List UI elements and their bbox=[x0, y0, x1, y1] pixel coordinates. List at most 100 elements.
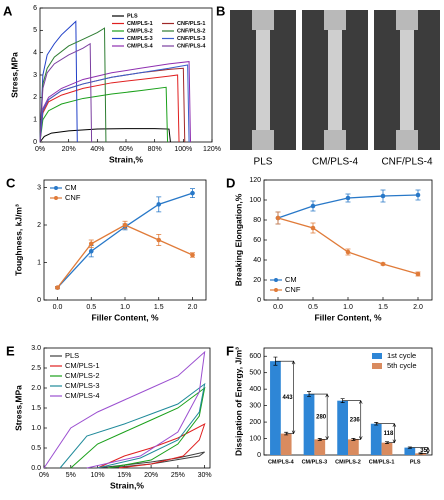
legend-label: CM/PLS-3 bbox=[65, 381, 100, 390]
marker bbox=[88, 248, 94, 254]
photo-label: PLS bbox=[254, 157, 273, 168]
x-axis-label: Filler Content, % bbox=[314, 312, 382, 322]
y-tick-label: 40 bbox=[253, 257, 261, 264]
legend-label: CM/PLS-3 bbox=[127, 36, 153, 42]
x-tick-label: 5% bbox=[66, 472, 76, 479]
legend-label: CNF bbox=[65, 193, 81, 202]
marker bbox=[415, 192, 421, 198]
legend-label: CM/PLS-4 bbox=[127, 43, 154, 49]
x-tick-label: CM/PLS-1 bbox=[369, 459, 395, 465]
x-axis-label: Filler Content, % bbox=[91, 312, 159, 322]
legend-marker bbox=[274, 288, 278, 292]
x-tick-label: 2.0 bbox=[188, 304, 198, 311]
marker bbox=[88, 241, 94, 247]
x-tick-label: 25% bbox=[171, 472, 185, 479]
marker bbox=[190, 190, 195, 196]
bar bbox=[303, 394, 315, 455]
specimen-grip bbox=[252, 10, 274, 30]
series-line bbox=[39, 27, 107, 143]
series-line bbox=[70, 386, 206, 469]
difference-label: 118 bbox=[384, 431, 394, 437]
difference-label: 443 bbox=[283, 395, 294, 401]
y-tick-label: 3 bbox=[37, 184, 41, 191]
x-tick-label: 15% bbox=[117, 472, 131, 479]
series-line bbox=[39, 20, 78, 143]
y-tick-label: 2.0 bbox=[31, 385, 41, 392]
panel-label: A bbox=[3, 3, 13, 18]
difference-label: 35 bbox=[420, 448, 427, 454]
y-tick-label: 1.0 bbox=[31, 425, 41, 432]
x-tick-label: 20% bbox=[62, 146, 76, 153]
legend-label: CM/PLS-4 bbox=[65, 391, 100, 400]
x-tick-label: 100% bbox=[174, 146, 192, 153]
y-axis-label: Stress,MPa bbox=[13, 385, 23, 431]
marker bbox=[55, 285, 60, 290]
marker bbox=[156, 202, 162, 207]
y-tick-label: 4 bbox=[33, 50, 37, 57]
bar bbox=[370, 423, 382, 455]
x-tick-label: 1.0 bbox=[120, 304, 130, 311]
marker bbox=[380, 193, 386, 199]
y-tick-label: 1 bbox=[33, 117, 37, 124]
legend-swatch bbox=[372, 353, 382, 359]
marker bbox=[380, 261, 386, 267]
x-tick-label: 10% bbox=[91, 472, 105, 479]
legend-label: CM bbox=[65, 183, 77, 192]
y-tick-label: 0 bbox=[257, 452, 261, 459]
specimen-gauge bbox=[400, 30, 414, 130]
series-line bbox=[39, 67, 186, 143]
marker bbox=[156, 237, 162, 243]
legend-label: CM/PLS-2 bbox=[127, 28, 153, 34]
marker bbox=[310, 225, 316, 231]
series-line bbox=[39, 61, 191, 143]
x-tick-label: 60% bbox=[119, 146, 133, 153]
y-tick-label: 0 bbox=[37, 297, 41, 304]
legend-swatch bbox=[372, 363, 382, 369]
y-tick-label: 3 bbox=[33, 72, 37, 79]
y-tick-label: 100 bbox=[249, 435, 261, 442]
legend-label: PLS bbox=[127, 13, 138, 19]
y-tick-label: 2 bbox=[37, 222, 41, 229]
legend-label: CNF/PLS-1 bbox=[177, 21, 205, 27]
difference-arrow bbox=[275, 360, 296, 435]
series-line bbox=[39, 74, 180, 143]
panel-label: E bbox=[6, 343, 15, 358]
x-tick-label: PLS bbox=[410, 459, 421, 465]
y-axis-label: Toughness, kJ/m³ bbox=[13, 204, 23, 276]
x-tick-label: 0.5 bbox=[86, 304, 96, 311]
x-tick-label: 20% bbox=[144, 472, 158, 479]
marker bbox=[275, 215, 281, 221]
x-tick-label: 1.0 bbox=[343, 304, 353, 311]
x-tick-label: CM/PLS-4 bbox=[268, 459, 295, 465]
panel-label: F bbox=[226, 343, 234, 358]
series-line bbox=[59, 382, 206, 469]
legend-label: 1st cycle bbox=[387, 351, 416, 360]
bar bbox=[280, 433, 292, 455]
y-axis-label: Stress,MPa bbox=[9, 52, 19, 98]
marker bbox=[345, 249, 351, 255]
y-tick-label: 300 bbox=[249, 402, 261, 409]
y-tick-label: 1.5 bbox=[31, 405, 41, 412]
y-tick-label: 0.5 bbox=[31, 445, 41, 452]
difference-label: 280 bbox=[316, 414, 327, 420]
marker bbox=[310, 203, 316, 209]
specimen-grip bbox=[252, 130, 274, 150]
legend-label: CNF/PLS-4 bbox=[177, 43, 206, 49]
series-line bbox=[39, 86, 169, 143]
panel-label: D bbox=[226, 175, 235, 190]
specimen-grip bbox=[324, 10, 346, 30]
series-line bbox=[57, 192, 193, 289]
specimen-gauge bbox=[256, 30, 270, 130]
y-axis-label: Dissipation of Energy, J/m³ bbox=[233, 347, 243, 456]
x-tick-label: 40% bbox=[90, 146, 104, 153]
legend-label: CM/PLS-1 bbox=[65, 361, 100, 370]
y-tick-label: 60 bbox=[253, 237, 261, 244]
legend-label: CNF/PLS-3 bbox=[177, 36, 205, 42]
legend-label: CM/PLS-1 bbox=[127, 21, 153, 27]
legend-marker bbox=[274, 278, 278, 282]
photo-label: CNF/PLS-4 bbox=[381, 157, 433, 168]
bar bbox=[381, 442, 393, 455]
y-tick-label: 600 bbox=[249, 353, 261, 360]
series-line bbox=[39, 128, 171, 143]
